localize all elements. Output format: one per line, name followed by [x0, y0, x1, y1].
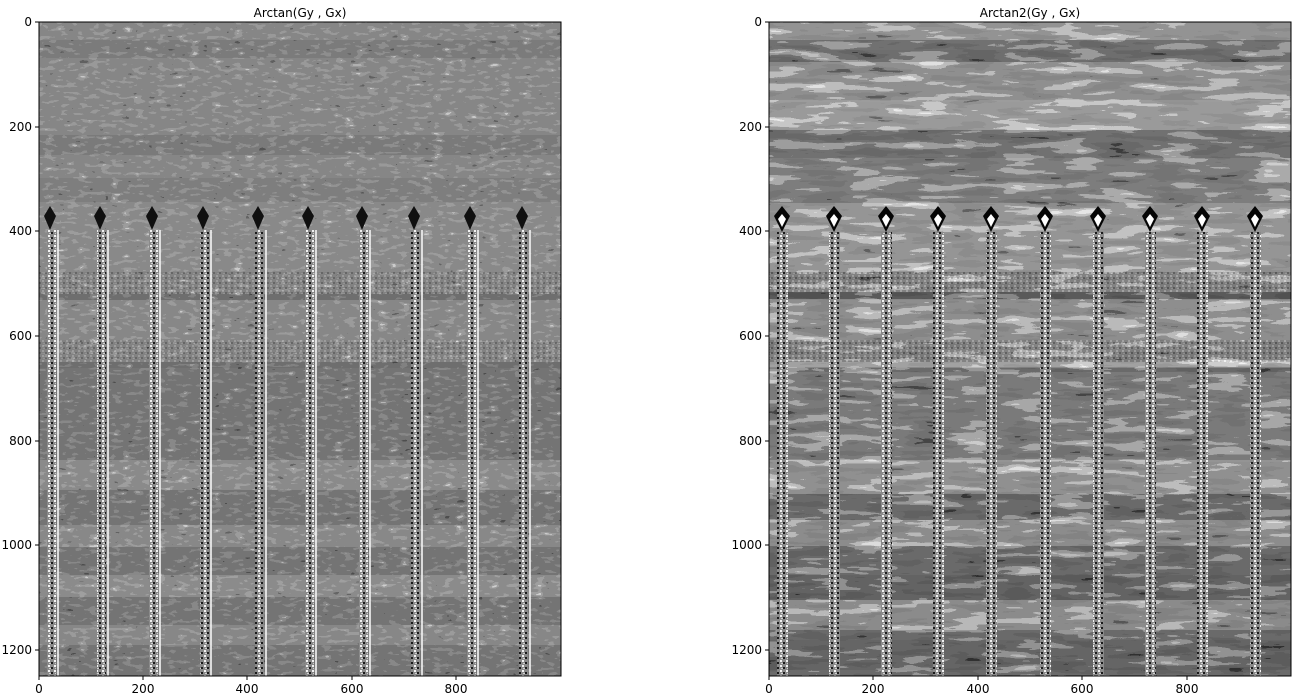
panel-arctan: Arctan(Gy , Gx) [1, 6, 562, 696]
x-tick-labels: 0 200 400 600 800 [35, 682, 467, 696]
tick-marks [765, 21, 1188, 680]
y-tick-label: 600 [739, 329, 762, 343]
x-tick-label: 0 [765, 682, 773, 696]
y-tick-label: 800 [739, 434, 762, 448]
y-tick-label: 1000 [731, 538, 762, 552]
y-tick-labels: 0 200 400 600 800 1000 1200 [1, 15, 32, 657]
x-tick-label: 200 [862, 682, 885, 696]
y-tick-label: 600 [9, 329, 32, 343]
x-tick-label: 800 [445, 682, 468, 696]
x-tick-labels: 0 200 400 600 800 [765, 682, 1198, 696]
x-tick-label: 600 [341, 682, 364, 696]
panel-arctan2: Arctan2(Gy , Gx) [731, 6, 1292, 696]
tick-marks [35, 21, 457, 680]
y-tick-label: 400 [9, 224, 32, 238]
axes-frame [768, 21, 1292, 677]
x-tick-label: 200 [132, 682, 155, 696]
y-tick-label: 0 [24, 15, 32, 29]
y-tick-label: 1200 [731, 643, 762, 657]
y-tick-label: 400 [739, 224, 762, 238]
axes-frame [38, 21, 562, 677]
gradient-image-arctan2 [769, 22, 1291, 676]
gradient-image-arctan [39, 22, 561, 676]
y-tick-labels: 0 200 400 600 800 1000 1200 [731, 15, 762, 657]
y-tick-label: 200 [9, 120, 32, 134]
x-tick-label: 800 [1176, 682, 1199, 696]
y-tick-label: 1200 [1, 643, 32, 657]
y-tick-label: 1000 [1, 538, 32, 552]
x-tick-label: 0 [35, 682, 43, 696]
x-tick-label: 400 [967, 682, 990, 696]
x-tick-label: 400 [236, 682, 259, 696]
panel-title: Arctan2(Gy , Gx) [980, 6, 1080, 20]
panel-title: Arctan(Gy , Gx) [254, 6, 347, 20]
x-tick-label: 600 [1071, 682, 1094, 696]
y-tick-label: 200 [739, 120, 762, 134]
y-tick-label: 0 [754, 15, 762, 29]
y-tick-label: 800 [9, 434, 32, 448]
